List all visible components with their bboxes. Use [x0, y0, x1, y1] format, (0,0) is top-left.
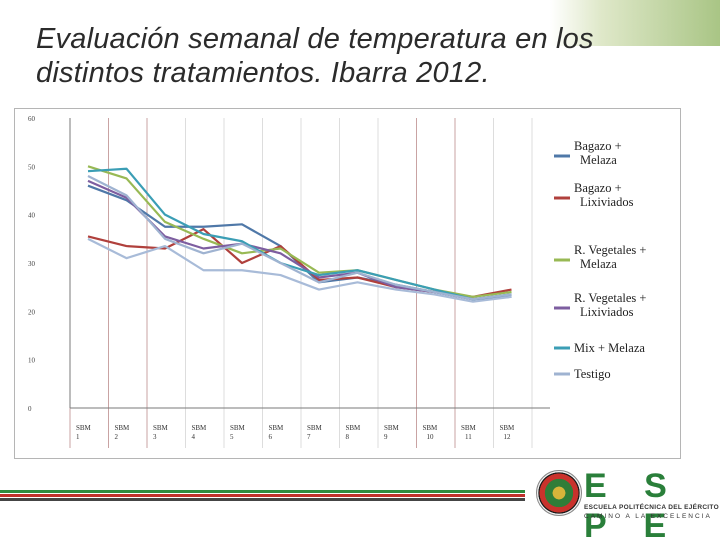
y-tick-labels: 0 10 20 30 40 50 60 — [28, 115, 36, 413]
legend-label: R. Vegetales + Lixiviados — [574, 291, 646, 319]
page-title: Evaluación semanal de temperatura en los… — [36, 23, 594, 89]
y-tick-label: 10 — [28, 357, 36, 365]
x-tick-label: SBM 9 — [384, 424, 400, 441]
series-line — [87, 167, 512, 301]
espe-logo: E S P E ESCUELA POLITÉCNICA DEL EJÉRCITO… — [532, 466, 720, 545]
y-tick-label: 20 — [28, 308, 36, 316]
x-tick-label: SBM 12 — [500, 424, 516, 441]
y-tick-label: 0 — [28, 405, 32, 413]
x-tick-label: SBM 5 — [230, 424, 246, 441]
logo-letters: E S P E — [584, 467, 681, 545]
x-tick-label: SBM 8 — [346, 424, 362, 441]
title-accent-bar — [550, 0, 720, 46]
series-lines — [87, 165, 512, 303]
legend-label: Bagazo + Lixiviados — [574, 181, 634, 209]
x-tick-label: SBM 1 — [76, 424, 92, 441]
legend-label: R. Vegetales + Melaza — [574, 243, 646, 271]
legend-label: Mix + Melaza — [574, 341, 645, 355]
y-axis — [69, 118, 550, 409]
logo-subtitle: ESCUELA POLITÉCNICA DEL EJÉRCITO — [584, 504, 719, 511]
legend-label: Bagazo + Melaza — [574, 139, 622, 167]
x-tick-label: SBM 4 — [192, 424, 208, 441]
x-tick-label: SBM 11 — [461, 424, 477, 441]
legend: Bagazo + Melaza Bagazo + Lixiviados R. Veget… — [554, 139, 646, 381]
footer-stripes — [0, 490, 525, 502]
series-line — [87, 175, 512, 301]
seal-icon — [536, 470, 582, 516]
x-tick-label: SBM 3 — [153, 424, 169, 441]
x-tick-label: SBM 2 — [115, 424, 131, 441]
x-tick-label: SBM 7 — [307, 424, 323, 441]
x-tick-labels: SBM 1 SBM 2 SBM 3 SBM 4 SBM 5 SBM 6 SBM 7 SBM 8 SBM 9 SBM 1… — [76, 424, 515, 441]
legend-label: Testigo — [574, 367, 611, 381]
x-tick-label: SBM 10 — [423, 424, 439, 441]
y-tick-label: 60 — [28, 115, 36, 123]
y-tick-label: 40 — [28, 212, 36, 220]
series-line — [87, 237, 512, 303]
logo-motto: CAMINO A LA EXCELENCIA — [584, 513, 712, 520]
y-tick-label: 30 — [28, 260, 36, 268]
stripe-red — [0, 494, 525, 497]
stripe-green — [0, 490, 525, 493]
stripe-dark — [0, 498, 525, 501]
y-tick-label: 50 — [28, 163, 36, 171]
x-tick-label: SBM 6 — [269, 424, 285, 441]
